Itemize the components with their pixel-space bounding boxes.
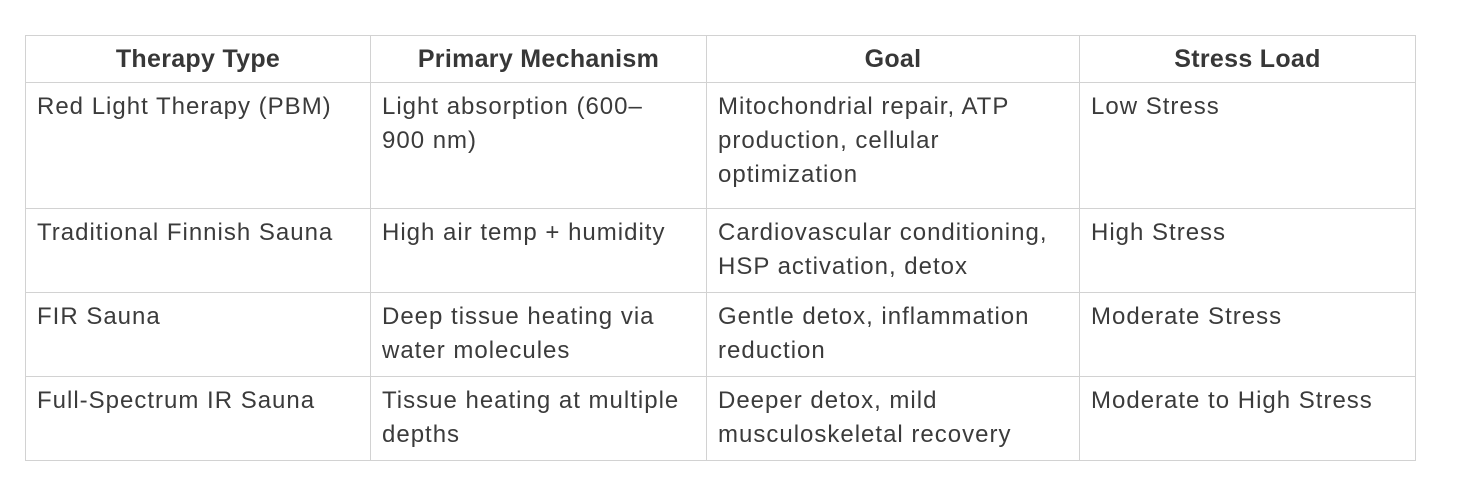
cell-stress-load: Moderate Stress	[1079, 292, 1416, 377]
column-header-therapy-type: Therapy Type	[25, 35, 371, 83]
header-row: Therapy Type Primary Mechanism Goal Stre…	[25, 35, 1416, 83]
cell-therapy-type: FIR Sauna	[25, 292, 371, 377]
table-row: Traditional Finnish Sauna High air temp …	[25, 208, 1416, 293]
table-row: Full-Spectrum IR Sauna Tissue heating at…	[25, 376, 1416, 461]
cell-goal: Cardiovascular conditioning, HSP activat…	[706, 208, 1080, 293]
cell-primary-mechanism: Deep tissue heating via water molecules	[370, 292, 707, 377]
column-header-primary-mechanism: Primary Mechanism	[370, 35, 707, 83]
cell-therapy-type: Red Light Therapy (PBM)	[25, 82, 371, 209]
table-row: FIR Sauna Deep tissue heating via water …	[25, 292, 1416, 377]
cell-therapy-type: Traditional Finnish Sauna	[25, 208, 371, 293]
cell-goal: Mitochondrial repair, ATP production, ce…	[706, 82, 1080, 209]
cell-stress-load: High Stress	[1079, 208, 1416, 293]
therapy-comparison-table: Therapy Type Primary Mechanism Goal Stre…	[25, 35, 1416, 461]
cell-primary-mechanism: Tissue heating at multiple depths	[370, 376, 707, 461]
column-header-goal: Goal	[706, 35, 1080, 83]
cell-goal: Deeper detox, mild musculoskeletal recov…	[706, 376, 1080, 461]
cell-therapy-type: Full-Spectrum IR Sauna	[25, 376, 371, 461]
cell-primary-mechanism: Light absorption (600–900 nm)	[370, 82, 707, 209]
cell-primary-mechanism: High air temp + humidity	[370, 208, 707, 293]
cell-stress-load: Moderate to High Stress	[1079, 376, 1416, 461]
column-header-stress-load: Stress Load	[1079, 35, 1416, 83]
table-row: Red Light Therapy (PBM) Light absorption…	[25, 82, 1416, 209]
cell-goal: Gentle detox, inflammation reduction	[706, 292, 1080, 377]
cell-stress-load: Low Stress	[1079, 82, 1416, 209]
